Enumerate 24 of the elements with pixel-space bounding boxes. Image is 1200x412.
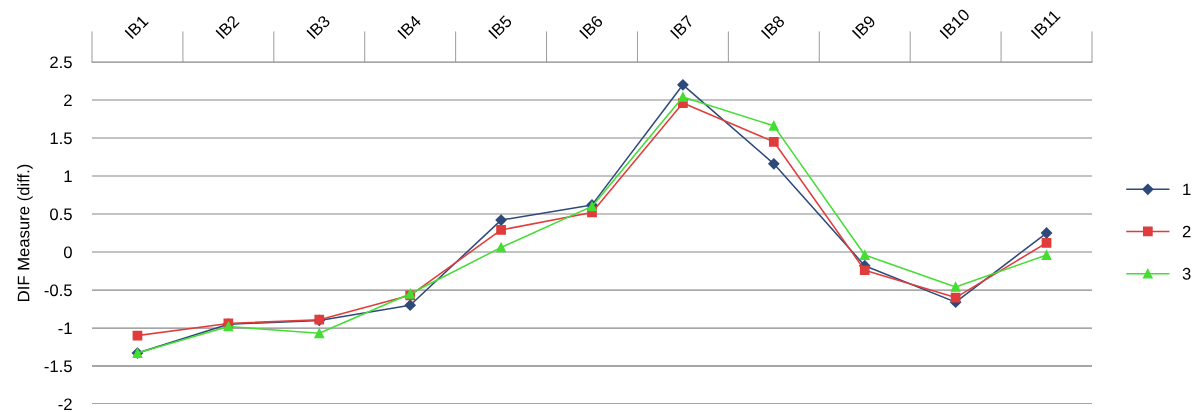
legend-label: 3 [1182,267,1191,280]
x-tick-label: IB5 [488,14,513,40]
x-tick-label: IB2 [215,14,240,40]
y-tick-label: 1 [64,170,72,183]
y-tick-label: -2 [58,398,72,411]
y-tick-label: 0.5 [50,208,72,221]
x-tick-label: IB6 [579,14,604,40]
x-tick-label: IB7 [670,14,695,40]
x-tick-label: IB9 [851,14,877,40]
y-axis-title: DIF Measure (diff.) [17,164,33,301]
y-tick-label: -0.5 [44,284,72,297]
x-tick-label: IB1 [124,14,149,40]
x-tick-label: IB8 [760,14,786,40]
legend-label: 2 [1182,225,1191,238]
y-tick-label: 1.5 [50,132,72,145]
legend-label: 1 [1183,183,1191,196]
x-tick-label: IB11 [1030,9,1061,40]
y-tick-label: -1.5 [44,360,72,373]
y-tick-label: 0 [63,246,72,259]
x-tick-label: IB3 [306,14,331,40]
y-tick-label: 2 [64,94,72,107]
y-tick-label: -1 [58,322,72,335]
x-tick-label: IB4 [397,14,422,40]
y-tick-label: 2.5 [50,56,72,69]
